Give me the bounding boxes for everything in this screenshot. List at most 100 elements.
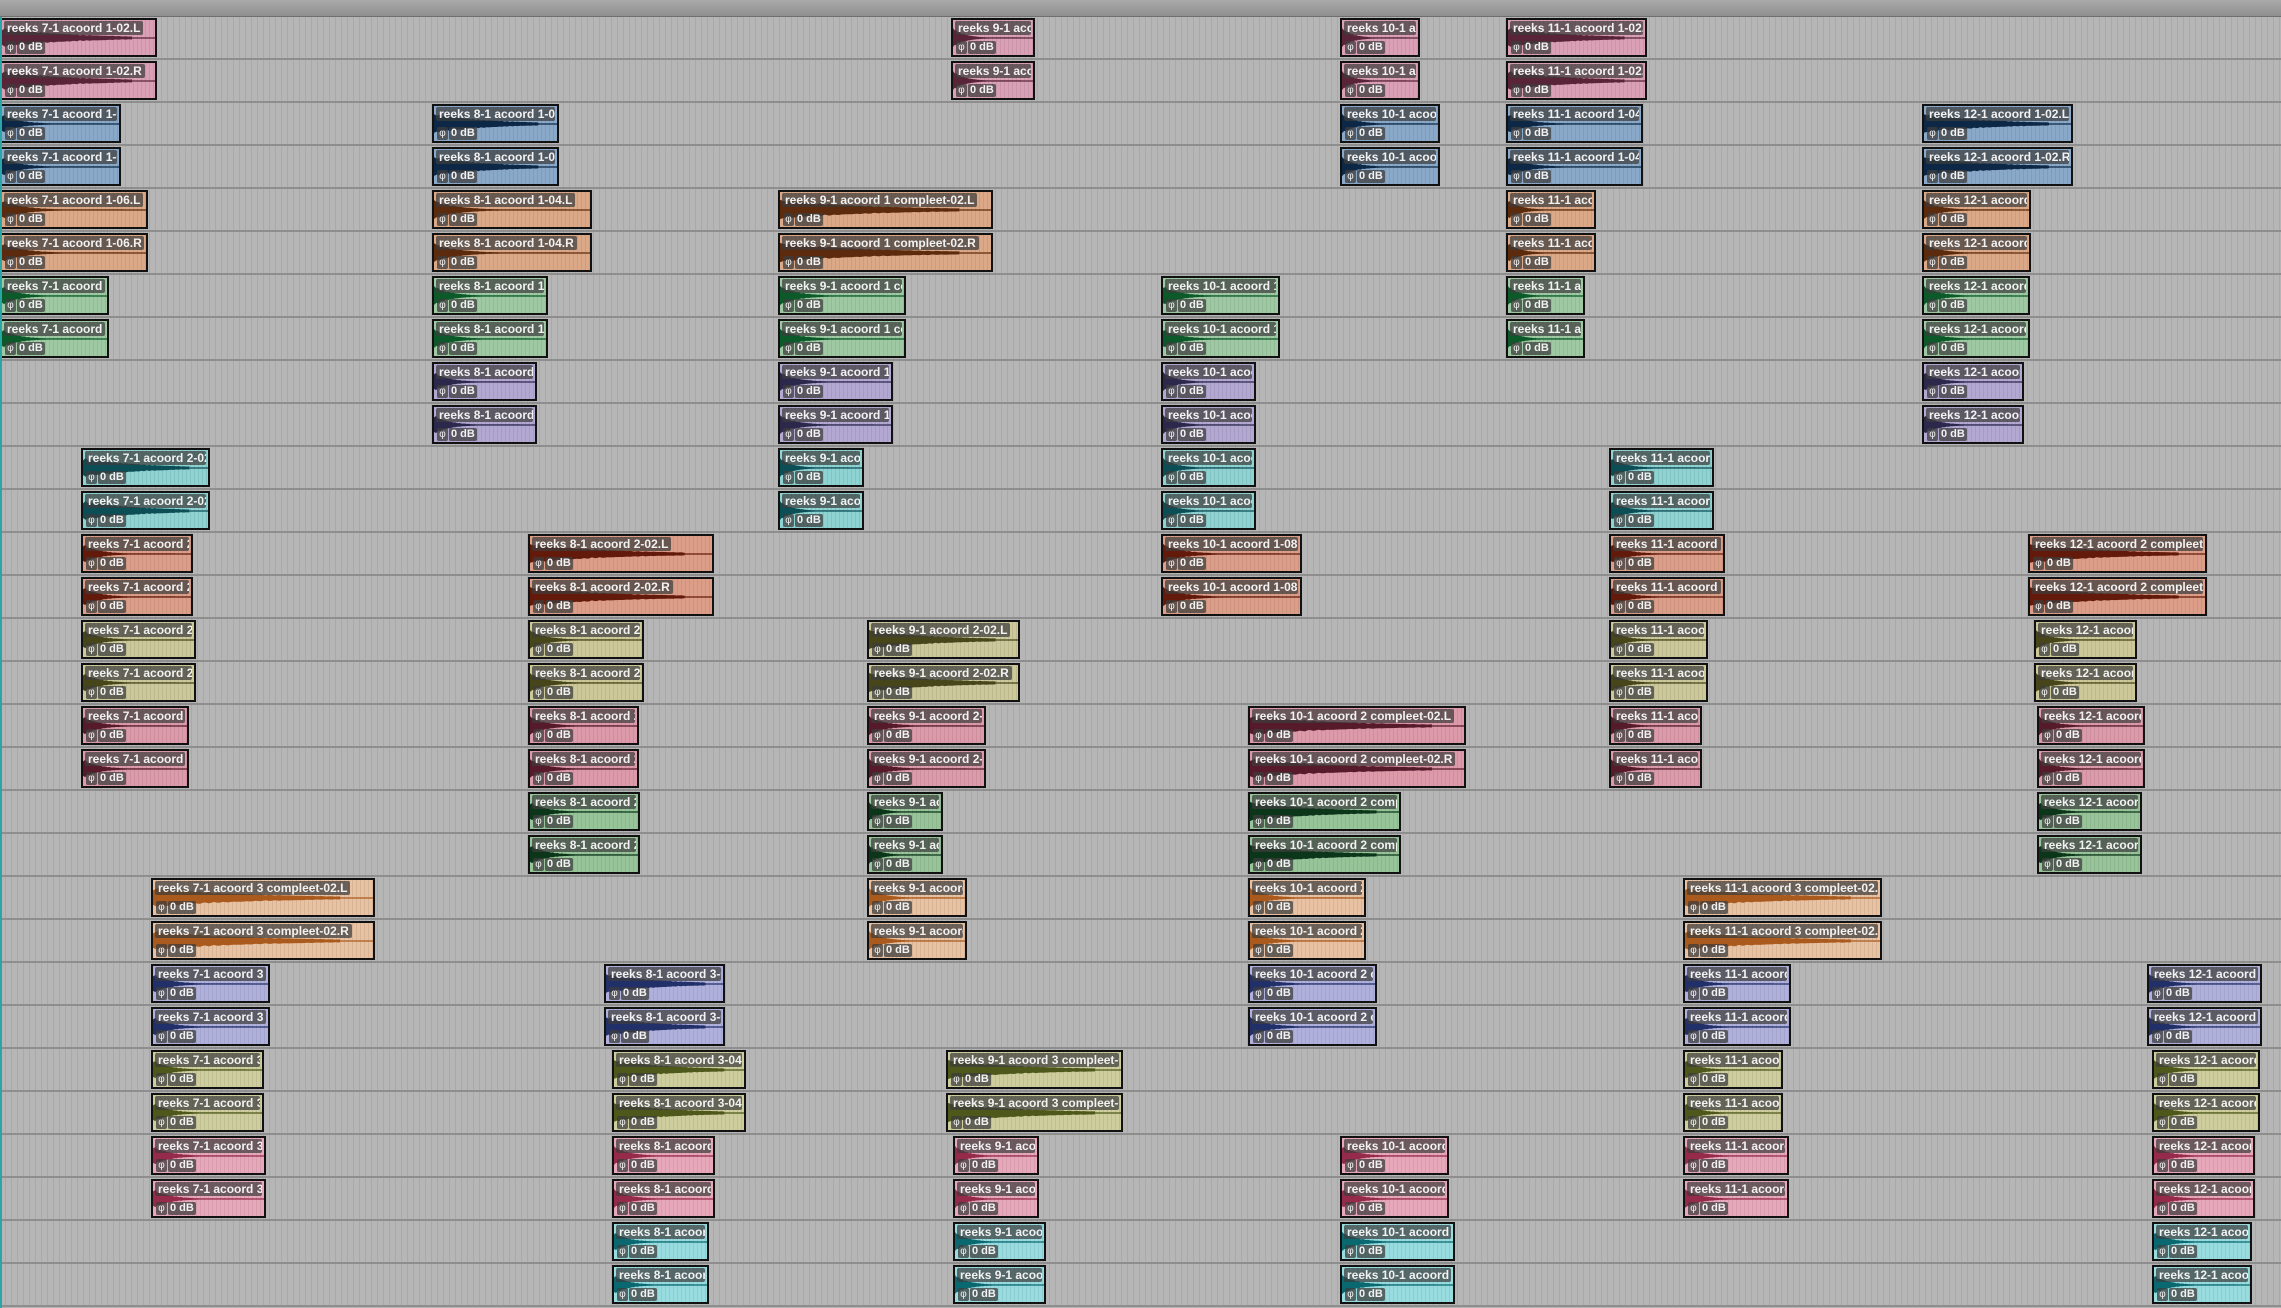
fader-icon[interactable]: φ [86,643,97,656]
fader-icon[interactable]: φ [156,1073,167,1086]
fader-icon[interactable]: φ [2033,557,2044,570]
audio-clip[interactable]: reeks 7-1 acoord 1-0 φ0 dB [0,319,109,358]
audio-clip[interactable]: reeks 9-1 acoord 2-04.R φ0 dB [867,749,986,788]
track-lane[interactable] [0,60,2281,103]
audio-clip[interactable]: reeks 12-1 acoord 2 c φ0 dB [2037,792,2142,831]
fader-icon[interactable]: φ [437,299,448,312]
fader-icon[interactable]: φ [1253,901,1264,914]
fader-icon[interactable]: φ [1253,944,1264,957]
audio-clip[interactable]: reeks 11-1 acoord φ0 dB [1609,706,1702,745]
audio-clip[interactable]: reeks 8-1 acoord 3-0 φ0 dB [612,1179,715,1218]
fader-icon[interactable]: φ [783,471,794,484]
fader-icon[interactable]: φ [872,815,883,828]
fader-icon[interactable]: φ [533,557,544,570]
audio-clip[interactable]: reeks 7-1 acoord 1-02.L φ 0 dB [0,18,157,57]
audio-clip[interactable]: reeks 8-1 acoord 2-02.R φ 0 dB [528,577,714,616]
fader-icon[interactable]: φ [2157,1245,2168,1258]
fader-icon[interactable]: φ [872,901,883,914]
audio-clip[interactable]: reeks 11-1 acoord φ0 dB [1609,749,1702,788]
audio-clip[interactable]: reeks 7-1 acoord 2-08 φ0 dB [81,749,189,788]
audio-clip[interactable]: reeks 7-1 acoord 3 com φ0 dB [151,1136,266,1175]
audio-clip[interactable]: reeks 10-1 acoord φ0 dB [1161,491,1256,530]
audio-clip[interactable]: reeks 8-1 acoord 1-06. φ0 dB [432,319,548,358]
audio-clip[interactable]: reeks 7-1 acoord 2-06. φ0 dB [81,620,196,659]
audio-clip[interactable]: reeks 11-1 acoord 2 co φ0 dB [1609,577,1725,616]
fader-icon[interactable]: φ [156,1159,167,1172]
fader-icon[interactable]: φ [872,729,883,742]
audio-clip[interactable]: reeks 9-1 acoord 1 compleet-02.R φ 0 dB [778,233,993,272]
audio-clip[interactable]: reeks 11-1 acoord 1-04.R φ0 dB [1506,147,1643,186]
audio-clip[interactable]: reeks 11-1 acoord 1-04.L φ 0 dB [1506,104,1643,143]
audio-clip[interactable]: reeks 7-1 acoord 2-08 φ0 dB [81,706,189,745]
audio-clip[interactable]: reeks 9-1 acoord 3 φ0 dB [953,1222,1046,1261]
track-lane[interactable] [0,275,2281,318]
audio-clip[interactable]: reeks 9-1 acoord 1 compleet-02.L φ 0 dB [778,190,993,229]
track-lane[interactable] [0,189,2281,232]
fader-icon[interactable]: φ [5,127,16,140]
fader-icon[interactable]: φ [533,772,544,785]
audio-clip[interactable]: reeks 11-1 acoord 3 c φ0 dB [1683,1007,1791,1046]
fader-icon[interactable]: φ [1166,428,1177,441]
fader-icon[interactable]: φ [958,1202,969,1215]
fader-icon[interactable]: φ [783,213,794,226]
audio-clip[interactable]: reeks 9-1 acoo φ0 dB [867,835,943,874]
fader-icon[interactable]: φ [1927,213,1938,226]
track-lane[interactable] [0,920,2281,963]
fader-icon[interactable]: φ [617,1288,628,1301]
fader-icon[interactable]: φ [1688,987,1699,1000]
audio-clip[interactable]: reeks 11-1 acoord 2 φ0 dB [1609,663,1708,702]
fader-icon[interactable]: φ [156,987,167,1000]
audio-clip[interactable]: reeks 11-1 acoord 2 c φ0 dB [1609,491,1714,530]
fader-icon[interactable]: φ [872,772,883,785]
audio-clip[interactable]: reeks 10-1 acoord 3-04 φ0 dB [1340,1265,1455,1304]
audio-clip[interactable]: reeks 8-1 acoord 1-04.R φ 0 dB [432,233,592,272]
fader-icon[interactable]: φ [2157,1116,2168,1129]
audio-clip[interactable]: reeks 12-1 acoord 3 φ0 dB [2152,1136,2255,1175]
audio-clip[interactable]: reeks 8-1 acoord 1-06. φ0 dB [432,276,548,315]
fader-icon[interactable]: φ [1345,41,1356,54]
audio-clip[interactable]: reeks 7-1 acoord 1-06.L φ 0 dB [0,190,148,229]
fader-icon[interactable]: φ [533,815,544,828]
fader-icon[interactable]: φ [156,944,167,957]
audio-clip[interactable]: reeks 12-1 acoord 2 c φ0 dB [2037,706,2145,745]
fader-icon[interactable]: φ [2033,600,2044,613]
track-lane[interactable] [0,1221,2281,1264]
fader-icon[interactable]: φ [1166,514,1177,527]
audio-clip[interactable]: reeks 11-1 acoor φ0 dB [1506,190,1596,229]
fader-icon[interactable]: φ [1166,557,1177,570]
audio-clip[interactable]: reeks 12-1 acoord 3 φ0 dB [2152,1265,2252,1304]
